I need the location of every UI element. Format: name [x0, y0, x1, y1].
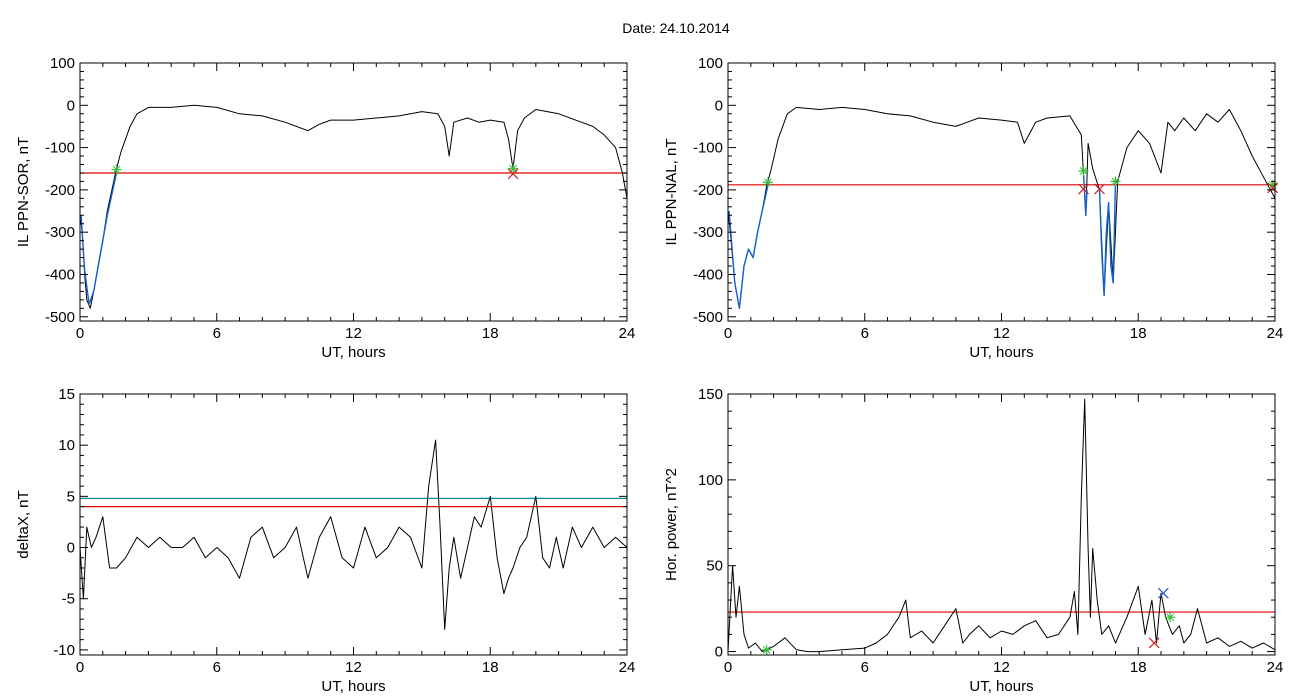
x-axis-label: UT, hours	[969, 678, 1033, 695]
y-tick-label: -200	[45, 182, 75, 199]
x-tick-label: 0	[76, 325, 84, 342]
y-tick-label: 0	[67, 97, 75, 114]
y-axis-label: IL PPN-SOR, nT	[15, 137, 32, 247]
cross-marker	[1267, 182, 1279, 194]
cross-marker	[1148, 637, 1160, 649]
x-tick-label: 12	[993, 325, 1010, 342]
x-tick-label: 6	[861, 325, 869, 342]
highlight-series-line	[80, 172, 118, 305]
y-tick-label: 100	[698, 55, 723, 72]
plot-frame	[727, 393, 1276, 656]
y-tick-label: 0	[715, 97, 723, 114]
x-tick-label: 12	[345, 659, 362, 676]
x-axis-label: UT, hours	[321, 678, 385, 695]
x-tick-label: 18	[482, 325, 499, 342]
x-tick-label: 12	[345, 325, 362, 342]
y-axis-label: IL PPN-NAL, nT	[663, 139, 680, 246]
y-tick-label: 0	[715, 644, 723, 661]
x-axis-label: UT, hours	[969, 344, 1033, 361]
y-tick-label: 50	[706, 558, 723, 575]
x-tick-label: 18	[1130, 325, 1147, 342]
y-tick-label: 100	[50, 55, 75, 72]
highlight-series-line	[1098, 181, 1117, 297]
x-tick-label: 6	[861, 659, 869, 676]
x-tick-label: 18	[482, 659, 499, 676]
x-tick-label: 24	[1267, 659, 1284, 676]
plus-marker	[1165, 612, 1176, 623]
y-tick-label: -400	[693, 266, 723, 283]
y-tick-label: -500	[45, 309, 75, 326]
y-tick-label: -300	[693, 224, 723, 241]
x-tick-label: 6	[213, 659, 221, 676]
y-tick-label: 100	[698, 472, 723, 489]
cross-marker	[1078, 183, 1089, 195]
panel-il_sor: 0 6 12 18 24 100 0 -100 -200 -300 -400 -500 UT, hour…	[15, 55, 635, 361]
series-line	[80, 104, 627, 309]
plus-marker	[761, 644, 772, 655]
highlight-series-line	[728, 185, 769, 309]
panel-il_nal: 0 6 12 18 24 100 0 -100 -200 -300 -400 -500 UT, hour…	[663, 55, 1283, 361]
y-tick-label: -300	[45, 224, 75, 241]
x-axis-label: UT, hours	[321, 344, 385, 361]
x-tick-label: 24	[619, 659, 636, 676]
x-tick-label: 6	[213, 325, 221, 342]
panel-horpower: 0 6 12 18 24 150 100 50 0 UT, hours Hor. power, nT…	[663, 386, 1283, 695]
highlight-series-line	[1082, 172, 1088, 217]
plot-frame	[727, 62, 1276, 322]
panel-deltax: 0 6 12 18 24 15 10 5 0 -5 -10 UT, hours deltaX, nT	[15, 386, 635, 695]
x-tick-label: 0	[76, 659, 84, 676]
y-tick-label: 5	[67, 488, 75, 505]
plus-marker	[1110, 176, 1121, 187]
plus-marker	[111, 164, 122, 175]
y-tick-label: -5	[62, 591, 75, 608]
y-axis-label: deltaX, nT	[15, 490, 32, 558]
x-tick-label: 24	[1267, 325, 1284, 342]
plot-frame	[79, 393, 628, 656]
y-tick-label: -100	[45, 140, 75, 157]
date-title: Date: 24.10.2014	[622, 20, 730, 36]
plot-frame	[79, 62, 628, 322]
series-line	[80, 439, 627, 630]
y-axis-label: Hor. power, nT^2	[663, 468, 680, 581]
x-tick-label: 12	[993, 659, 1010, 676]
y-tick-label: -200	[693, 182, 723, 199]
y-tick-label: -10	[53, 642, 75, 659]
cross-marker	[507, 168, 519, 180]
plus-marker	[762, 177, 773, 188]
plus-marker	[508, 163, 519, 174]
y-tick-label: 10	[58, 437, 75, 454]
cross-marker	[1157, 587, 1169, 599]
x-tick-label: 0	[724, 659, 732, 676]
y-tick-label: 150	[698, 386, 723, 403]
y-tick-label: -500	[693, 309, 723, 326]
x-tick-label: 18	[1130, 659, 1147, 676]
y-tick-label: -400	[45, 266, 75, 283]
plus-marker	[1078, 165, 1089, 176]
y-tick-label: 15	[58, 386, 75, 403]
series-line	[728, 398, 1275, 653]
series-line	[728, 106, 1275, 309]
y-tick-label: 0	[67, 540, 75, 557]
x-tick-label: 24	[619, 325, 636, 342]
cross-marker	[1094, 183, 1105, 195]
y-tick-label: -100	[693, 140, 723, 157]
x-tick-label: 0	[724, 325, 732, 342]
